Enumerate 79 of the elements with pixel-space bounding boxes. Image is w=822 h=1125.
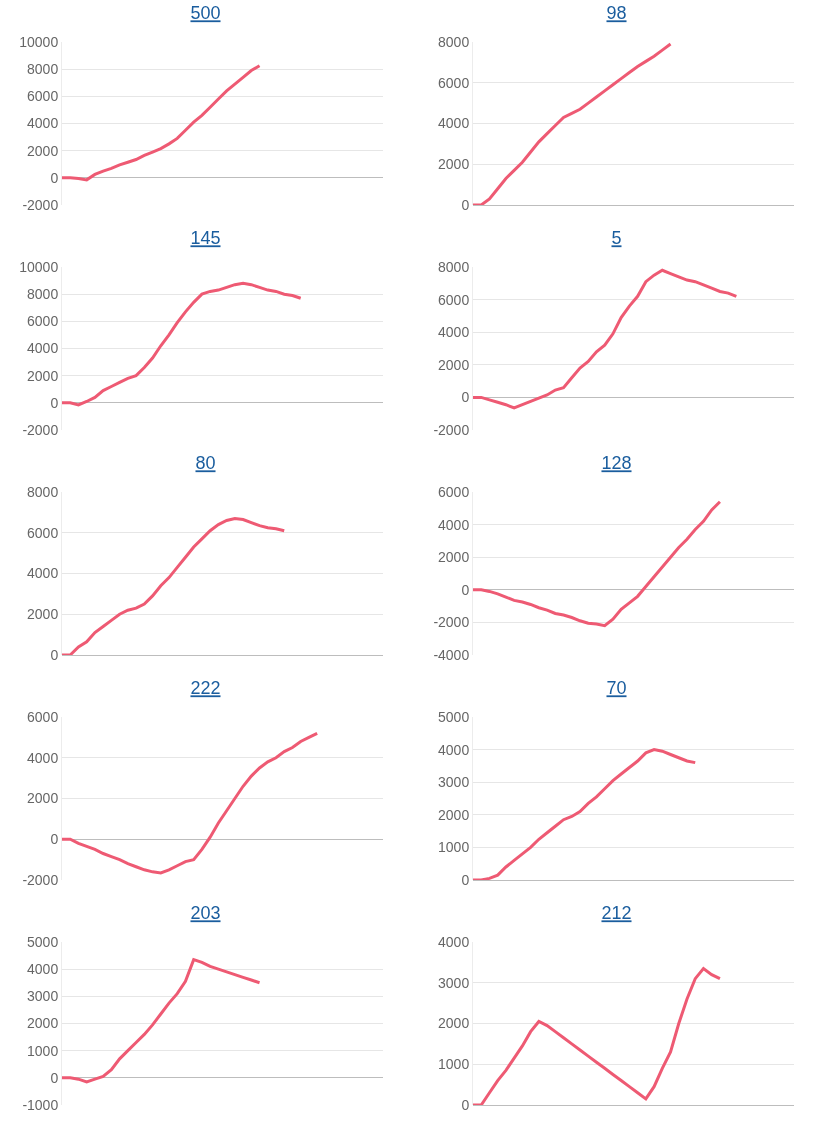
y-tick-label: 6000 (27, 313, 59, 330)
line-series (473, 500, 722, 628)
line-series (473, 966, 722, 1105)
y-tick-label: 6000 (438, 291, 470, 308)
y-tick-label: 0 (50, 394, 59, 411)
y-tick-label: 3000 (438, 774, 470, 791)
y-tick-label: 2000 (27, 790, 59, 807)
y-tick-label: 6000 (27, 708, 59, 725)
y-tick-label: 8000 (438, 258, 470, 275)
y-tick-label: 1000 (27, 1042, 59, 1059)
line-series (473, 42, 673, 205)
chart-title: 5 (611, 228, 622, 249)
y-tick-label: 1000 (438, 1056, 470, 1073)
y-tick-label: 5000 (27, 933, 59, 950)
y-tick-label: 0 (50, 169, 59, 186)
y-tick-label: 10000 (19, 258, 59, 275)
y-tick-label: 1000 (438, 839, 470, 856)
y-tick-label: 4000 (438, 115, 470, 132)
y-tick-label: 2000 (438, 1015, 470, 1032)
y-tick-label: -1000 (22, 1096, 59, 1113)
y-tick-label: 10000 (19, 33, 59, 50)
line-series (473, 268, 738, 410)
y-tick-label: 8000 (27, 286, 59, 303)
y-tick-label: 8000 (27, 61, 59, 78)
chart-title: 128 (601, 453, 632, 474)
y-tick-label: -2000 (433, 614, 470, 631)
y-tick-label: 6000 (27, 524, 59, 541)
line-series (473, 748, 697, 880)
y-tick-label: 2000 (27, 367, 59, 384)
y-tick-label: 4000 (438, 741, 470, 758)
y-tick-label: 4000 (27, 961, 59, 978)
y-tick-label: 2000 (27, 142, 59, 159)
y-tick-label: 0 (461, 871, 470, 888)
y-tick-label: -2000 (22, 871, 59, 888)
line-series (62, 516, 286, 655)
y-tick-label: 4000 (438, 516, 470, 533)
y-tick-label: 2000 (438, 156, 470, 173)
y-tick-label: 2000 (438, 356, 470, 373)
line-series (62, 731, 319, 875)
y-tick-label: 4000 (438, 933, 470, 950)
y-tick-label: 3000 (438, 974, 470, 991)
y-tick-label: 6000 (438, 74, 470, 91)
y-tick-label: 8000 (27, 483, 59, 500)
y-tick-label: 2000 (27, 1015, 59, 1032)
line-series (62, 958, 262, 1084)
y-tick-label: 0 (50, 831, 59, 848)
y-tick-label: 2000 (438, 806, 470, 823)
y-tick-label: 0 (461, 581, 470, 598)
y-tick-label: 0 (461, 1096, 470, 1113)
y-tick-label: 6000 (27, 88, 59, 105)
y-tick-label: 3000 (27, 988, 59, 1005)
y-tick-label: 0 (461, 196, 470, 213)
y-tick-label: -2000 (433, 421, 470, 438)
chart-title: 500 (190, 3, 221, 24)
y-tick-label: 4000 (438, 324, 470, 341)
y-tick-label: 4000 (27, 340, 59, 357)
chart-title: 203 (190, 903, 221, 924)
y-tick-label: -2000 (22, 421, 59, 438)
y-tick-label: -4000 (433, 646, 470, 663)
y-tick-label: 6000 (438, 483, 470, 500)
y-tick-label: 0 (50, 646, 59, 663)
chart-title: 222 (190, 678, 221, 699)
chart-title: 70 (606, 678, 627, 699)
y-tick-label: 4000 (27, 565, 59, 582)
chart-title: 80 (195, 453, 216, 474)
line-series (62, 281, 303, 407)
chart-title: 98 (606, 3, 627, 24)
y-tick-label: 5000 (438, 708, 470, 725)
y-tick-label: 2000 (27, 606, 59, 623)
y-tick-label: 4000 (27, 115, 59, 132)
chart-title: 212 (601, 903, 632, 924)
y-tick-label: 2000 (438, 549, 470, 566)
line-series (62, 64, 262, 182)
y-tick-label: 8000 (438, 33, 470, 50)
y-tick-label: 0 (461, 389, 470, 406)
y-tick-label: -2000 (22, 196, 59, 213)
chart-title: 145 (190, 228, 221, 249)
y-tick-label: 4000 (27, 749, 59, 766)
y-tick-label: 0 (50, 1069, 59, 1086)
